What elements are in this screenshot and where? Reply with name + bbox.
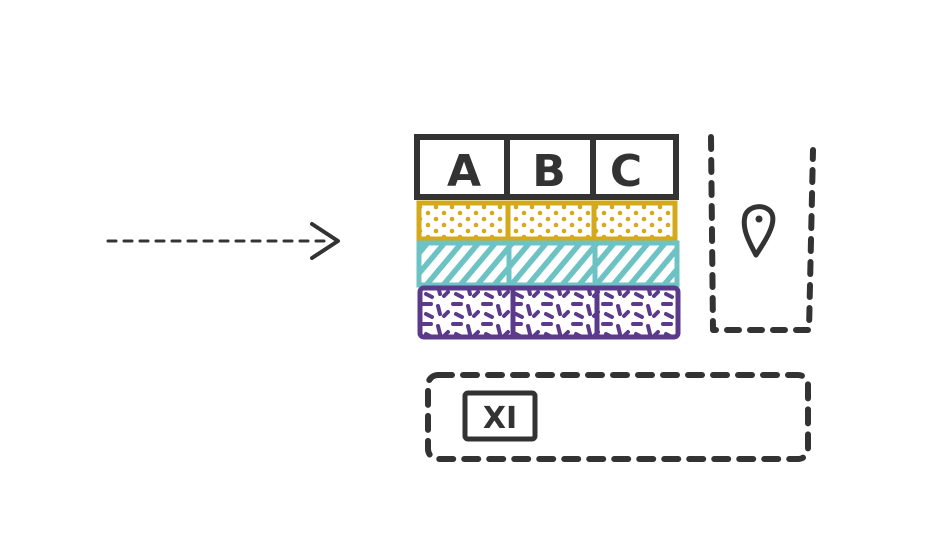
row-hatched-fill [419, 243, 677, 285]
row-dashed-fill [420, 288, 678, 337]
header-label-c: C [610, 146, 642, 197]
export-panel: XI [428, 375, 808, 459]
table-row-dotted [419, 203, 675, 239]
data-table: A B C [417, 137, 678, 337]
excel-file-icon-label: XI [483, 401, 517, 436]
dashed-arrow-right-icon [108, 224, 338, 258]
map-pin-panel [711, 137, 813, 330]
header-label-a: A [447, 146, 481, 197]
header-label-b: B [532, 146, 566, 197]
map-pin-icon [744, 207, 773, 255]
table-header-row: A B C [417, 137, 676, 197]
map-pin-panel-outline [711, 137, 813, 330]
table-row-hatched [419, 243, 677, 285]
row-dotted-fill [419, 203, 675, 239]
table-row-dashed [420, 288, 678, 337]
excel-file-icon[interactable]: XI [465, 393, 535, 439]
